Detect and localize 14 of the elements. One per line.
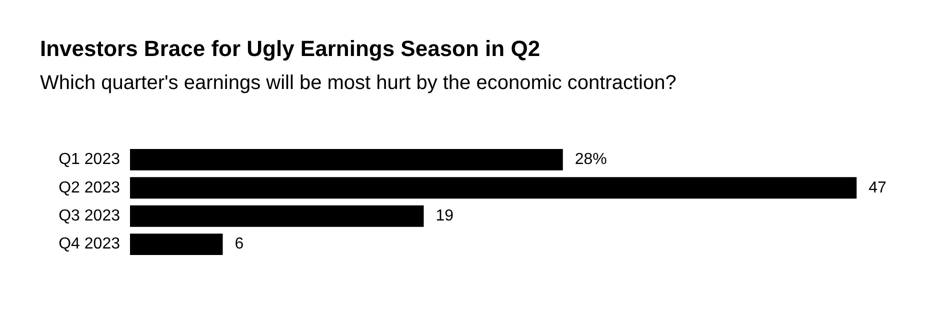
data-label: 6 (234, 236, 244, 253)
bar (130, 177, 857, 199)
y-tick-label: Q4 2023 (58, 236, 120, 253)
bar (130, 234, 223, 256)
y-tick-label: Q2 2023 (58, 179, 120, 196)
data-label: 47 (868, 179, 887, 196)
chart-title: Investors Brace for Ugly Earnings Season in Q2 (40, 36, 540, 62)
y-tick-label: Q3 2023 (58, 208, 120, 225)
bar (130, 148, 563, 170)
y-tick-label: Q1 2023 (58, 151, 120, 168)
bar (130, 205, 424, 227)
data-label: 28% (574, 151, 607, 168)
chart-subtitle: Which quarter's earnings will be most hurt by the economic contraction? (40, 72, 676, 95)
data-label: 19 (436, 208, 454, 225)
